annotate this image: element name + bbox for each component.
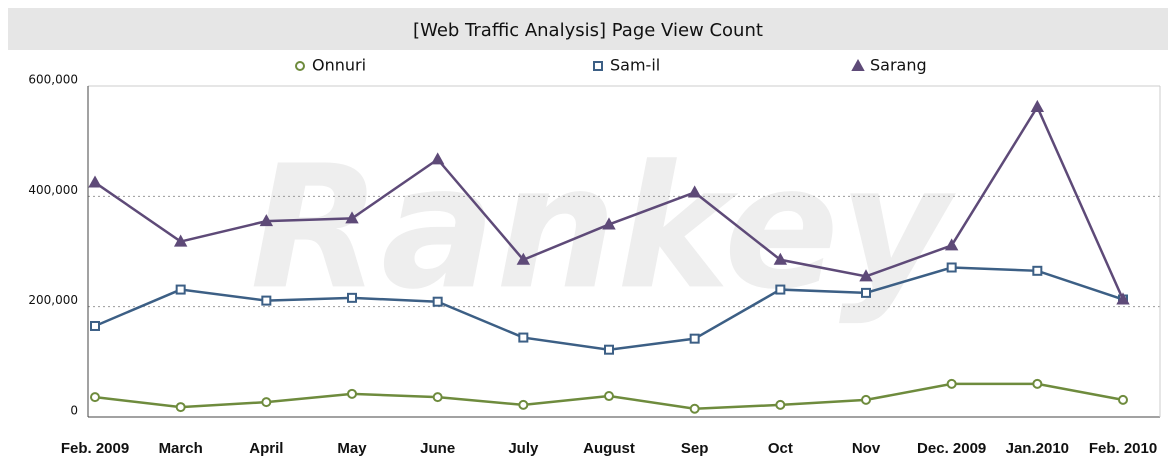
point: [1116, 292, 1130, 305]
point: [1032, 265, 1043, 276]
point: [861, 394, 871, 405]
chart-title: [Web Traffic Analysis] Page View Count: [413, 20, 763, 41]
point: [347, 292, 357, 303]
point: [432, 392, 443, 403]
point: [259, 214, 274, 227]
title-bar: [8, 8, 1168, 50]
legend-label: Sam-il: [610, 56, 660, 75]
x-tick-label: Feb. 2009: [61, 440, 129, 457]
point: [430, 152, 445, 165]
x-tick-label: Sep: [681, 440, 709, 457]
x-tick-label: June: [420, 440, 455, 457]
y-tick-label: 400,000: [28, 183, 78, 197]
point: [90, 320, 100, 331]
point: [175, 402, 186, 413]
x-tick-label: Jan.2010: [1006, 440, 1069, 457]
point: [946, 262, 957, 273]
point: [861, 287, 871, 298]
point: [689, 333, 700, 344]
point: [689, 403, 700, 414]
legend-marker: [295, 61, 305, 71]
point: [1030, 99, 1045, 112]
point: [90, 392, 100, 403]
point: [773, 252, 788, 265]
y-tick-label: 200,000: [28, 293, 78, 307]
point: [687, 185, 702, 198]
point: [518, 399, 529, 410]
legend-marker: [593, 61, 603, 71]
point: [518, 332, 529, 343]
point: [1118, 394, 1128, 405]
point: [859, 269, 873, 282]
point: [345, 211, 359, 224]
x-tick-label: Feb. 2010: [1089, 440, 1157, 457]
point: [946, 378, 957, 389]
point: [775, 284, 786, 295]
point: [175, 284, 186, 295]
legend-label: Onnuri: [312, 56, 366, 75]
x-tick-label: May: [337, 440, 367, 457]
point: [261, 397, 272, 408]
x-tick-label: Oct: [768, 440, 793, 457]
point: [432, 296, 443, 307]
point: [173, 234, 188, 247]
y-tick-label: 0: [70, 404, 78, 418]
point: [775, 399, 786, 410]
point: [261, 295, 272, 306]
legend-label: Sarang: [870, 56, 927, 75]
legend-marker: [851, 58, 865, 71]
x-tick-label: April: [249, 440, 283, 457]
x-tick-label: August: [583, 440, 635, 457]
x-tick-label: July: [508, 440, 539, 457]
point: [1032, 378, 1043, 389]
point: [604, 344, 614, 355]
point: [347, 388, 357, 399]
x-tick-label: March: [159, 440, 203, 457]
x-tick-label: Dec. 2009: [917, 440, 986, 457]
point: [944, 238, 959, 251]
x-tick-label: Nov: [852, 440, 881, 457]
point: [602, 217, 616, 230]
y-tick-label: 600,000: [28, 73, 78, 87]
point: [604, 391, 614, 402]
point: [516, 252, 531, 265]
point: [88, 175, 102, 188]
